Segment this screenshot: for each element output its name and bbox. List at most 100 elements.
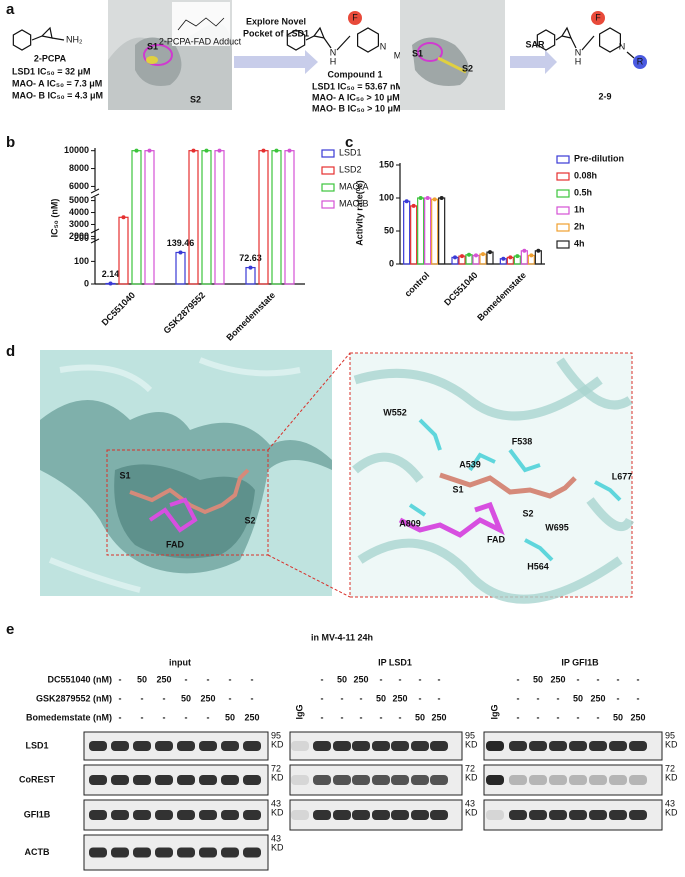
- control-lane: IgG: [489, 705, 499, 720]
- band: [629, 741, 647, 751]
- caption: 2-PCPA-FAD Adduct: [159, 36, 242, 46]
- marker: 72: [271, 763, 281, 773]
- y-tick-label: 100: [379, 192, 394, 202]
- pocket-cavity: [412, 37, 469, 86]
- line: [51, 37, 65, 41]
- ribbon: [352, 452, 424, 483]
- treatment: -: [517, 712, 520, 722]
- treatment: 250: [156, 674, 171, 684]
- band: [486, 741, 504, 751]
- treatment: -: [557, 712, 560, 722]
- surface-ridge: [48, 357, 301, 593]
- panel-label: b: [6, 134, 15, 151]
- treatment: 50: [573, 693, 583, 703]
- bar-point: [432, 197, 437, 202]
- residue-label: S1: [452, 484, 463, 494]
- band: [199, 847, 217, 858]
- treatment: -: [321, 674, 324, 684]
- legend-label: 0.08h: [574, 170, 597, 180]
- treatment: -: [577, 674, 580, 684]
- bar-point: [425, 196, 430, 200]
- band: [133, 741, 151, 751]
- bar-point: [147, 148, 152, 153]
- treatment: -: [360, 693, 363, 703]
- band: [89, 810, 107, 820]
- legend-swatch: [321, 149, 335, 158]
- treatment: 50: [613, 712, 623, 722]
- atom: H: [330, 56, 337, 66]
- band: [509, 775, 527, 785]
- bar-point: [404, 199, 409, 204]
- band: [589, 810, 607, 820]
- marker: KD: [465, 739, 478, 749]
- legend-swatch: [321, 200, 335, 209]
- band: [291, 741, 309, 751]
- marker: 95: [665, 730, 675, 740]
- band: [177, 775, 195, 785]
- atom: N: [575, 47, 582, 57]
- line: [570, 37, 577, 49]
- atom: NH₂: [66, 34, 83, 44]
- residue-label: FAD: [166, 539, 185, 549]
- data-label: 2.14: [102, 269, 120, 279]
- y-tick-label: 10000: [64, 145, 89, 155]
- marker: 95: [465, 730, 475, 740]
- arrow-text: Explore Novel: [246, 16, 306, 26]
- pocket-label: S2: [462, 63, 473, 73]
- bar-point: [481, 252, 485, 257]
- atom-highlight: [633, 55, 647, 69]
- bar-point: [248, 265, 253, 270]
- residue: [524, 538, 554, 562]
- ribbon: [357, 538, 623, 604]
- treatment: -: [617, 674, 620, 684]
- treatment: -: [321, 712, 324, 722]
- activity: MAO- B IC₅₀ > 10 μM: [312, 103, 400, 113]
- pocket-label: S1: [147, 41, 158, 51]
- zoom-box: [106, 449, 269, 556]
- treatment: 50: [415, 712, 425, 722]
- marker: KD: [465, 807, 478, 817]
- marker: KD: [665, 739, 678, 749]
- bar-point: [121, 215, 126, 220]
- treatment: -: [207, 712, 210, 722]
- legend-label: MAO-A: [339, 181, 369, 191]
- line: [90, 188, 100, 194]
- bar-point: [515, 254, 520, 259]
- residue-label: W552: [383, 407, 407, 417]
- residue-label: F538: [512, 436, 533, 446]
- bar-point: [418, 196, 423, 200]
- band: [177, 810, 195, 820]
- treatment: -: [517, 674, 520, 684]
- atom: N: [380, 41, 387, 51]
- pocket-label: S2: [190, 94, 201, 104]
- marker: 95: [271, 730, 281, 740]
- treatment: -: [399, 712, 402, 722]
- treatment: -: [597, 674, 600, 684]
- band: [111, 775, 129, 785]
- treatment: -: [119, 693, 122, 703]
- treatment: -: [119, 674, 122, 684]
- treatment: 50: [376, 693, 386, 703]
- band: [333, 775, 351, 785]
- panel-label: e: [6, 621, 14, 638]
- marker: 43: [271, 833, 281, 843]
- ligand: [146, 56, 158, 64]
- structure-inset: [172, 2, 230, 46]
- y-tick-label: 8000: [69, 163, 89, 173]
- legend-swatch: [321, 166, 335, 175]
- ring: [357, 27, 379, 53]
- band: [352, 775, 370, 785]
- line: [90, 193, 100, 199]
- activity: MAO- A IC₅₀ = 7.3 μM: [12, 78, 102, 88]
- atom-highlight: [591, 11, 605, 25]
- bar-point: [134, 148, 139, 153]
- line: [267, 352, 351, 451]
- band: [372, 775, 390, 785]
- y-tick-label: 2000: [69, 231, 89, 241]
- band: [609, 775, 627, 785]
- bar-point: [453, 255, 457, 260]
- atom: F: [352, 12, 358, 22]
- treatment: -: [617, 693, 620, 703]
- band: [486, 775, 504, 785]
- y-axis-label: IC₅₀ (nM): [49, 199, 59, 238]
